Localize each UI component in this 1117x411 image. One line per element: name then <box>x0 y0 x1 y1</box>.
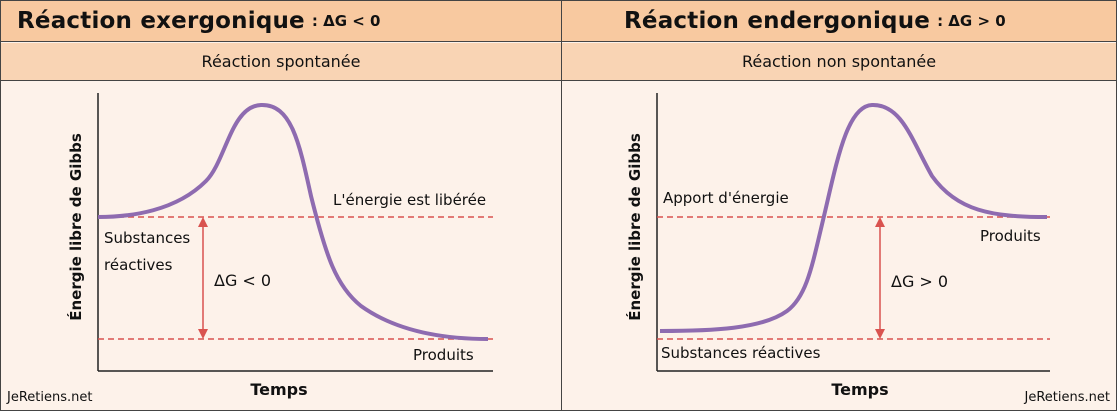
endergonic-diagram: Énergie libre de Gibbs Temps Apport d'én… <box>625 93 1050 399</box>
credit-right: JeRetiens.net <box>1024 390 1110 405</box>
y-axis-label: Énergie libre de Gibbs <box>66 133 85 321</box>
endergonic-panel: Réaction endergonique : ΔG > 0 Réaction … <box>562 1 1116 410</box>
delta-g-label: ΔG < 0 <box>214 271 271 290</box>
reactants-label: Substances réactives <box>661 344 821 362</box>
reactants-label-line2: réactives <box>104 256 173 274</box>
delta-g-arrow-head-top <box>198 217 208 227</box>
endergonic-subtitle: Réaction non spontanée <box>562 43 1116 81</box>
exergonic-diagram: Énergie libre de Gibbs Temps Substances … <box>66 93 493 399</box>
energy-curve <box>97 102 489 341</box>
exergonic-subtitle: Réaction spontanée <box>1 43 561 81</box>
products-label: Produits <box>413 346 474 364</box>
energy-released-label: L'énergie est libérée <box>333 191 486 209</box>
energy-input-label: Apport d'énergie <box>663 189 789 207</box>
delta-g-arrow-head-bottom <box>198 329 208 339</box>
delta-g-label: ΔG > 0 <box>891 272 948 291</box>
endergonic-title: Réaction endergonique <box>624 8 931 34</box>
endergonic-condition: : ΔG > 0 <box>937 12 1006 30</box>
exergonic-panel: Réaction exergonique : ΔG < 0 Réaction s… <box>1 1 562 410</box>
x-axis-label: Temps <box>250 380 307 399</box>
delta-g-arrow-head-bottom <box>875 329 885 339</box>
reactants-label-line1: Substances <box>104 229 190 247</box>
delta-g-arrow-head-top <box>875 217 885 227</box>
exergonic-title-bar: Réaction exergonique : ΔG < 0 <box>1 1 561 42</box>
exergonic-title: Réaction exergonique <box>17 8 305 34</box>
products-label: Produits <box>980 227 1041 245</box>
exergonic-condition: : ΔG < 0 <box>311 12 381 30</box>
credit-left: JeRetiens.net <box>7 390 93 405</box>
x-axis-label: Temps <box>831 380 888 399</box>
energy-curve <box>659 102 1048 333</box>
endergonic-title-bar: Réaction endergonique : ΔG > 0 <box>562 1 1116 42</box>
y-axis-label: Énergie libre de Gibbs <box>625 133 644 321</box>
